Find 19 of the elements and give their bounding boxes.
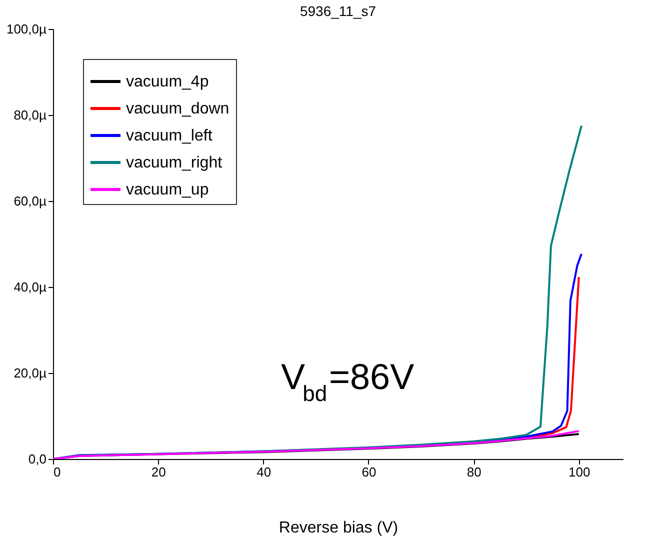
y-tick-label: 100,0µ bbox=[6, 22, 47, 36]
legend-label: vacuum_down bbox=[126, 100, 230, 118]
legend-label: vacuum_right bbox=[126, 154, 223, 172]
x-tick-label: 20 bbox=[151, 464, 166, 480]
x-tick-label: 80 bbox=[466, 464, 482, 480]
chart-title: 5936_11_s7 bbox=[300, 3, 376, 19]
legend-label: vacuum_4p bbox=[126, 74, 209, 90]
legend-label: vacuum_left bbox=[126, 128, 213, 144]
y-tick-label: 0,0 bbox=[28, 452, 46, 466]
y-tick-label: 80,0µ bbox=[14, 108, 48, 122]
y-tick-label: 60,0µ bbox=[14, 194, 48, 208]
legend-label: vacuum_up bbox=[126, 182, 209, 198]
x-axis-title: Reverse bias (V) bbox=[278, 520, 398, 536]
x-tick-label: 100 bbox=[568, 464, 590, 480]
x-tick-label: 60 bbox=[362, 464, 376, 480]
x-tick-label: 40 bbox=[256, 464, 272, 480]
x-tick-label: 0 bbox=[54, 464, 61, 480]
y-tick-label: 20,0µ bbox=[14, 366, 48, 380]
y-tick-label: 40,0µ bbox=[14, 280, 48, 294]
